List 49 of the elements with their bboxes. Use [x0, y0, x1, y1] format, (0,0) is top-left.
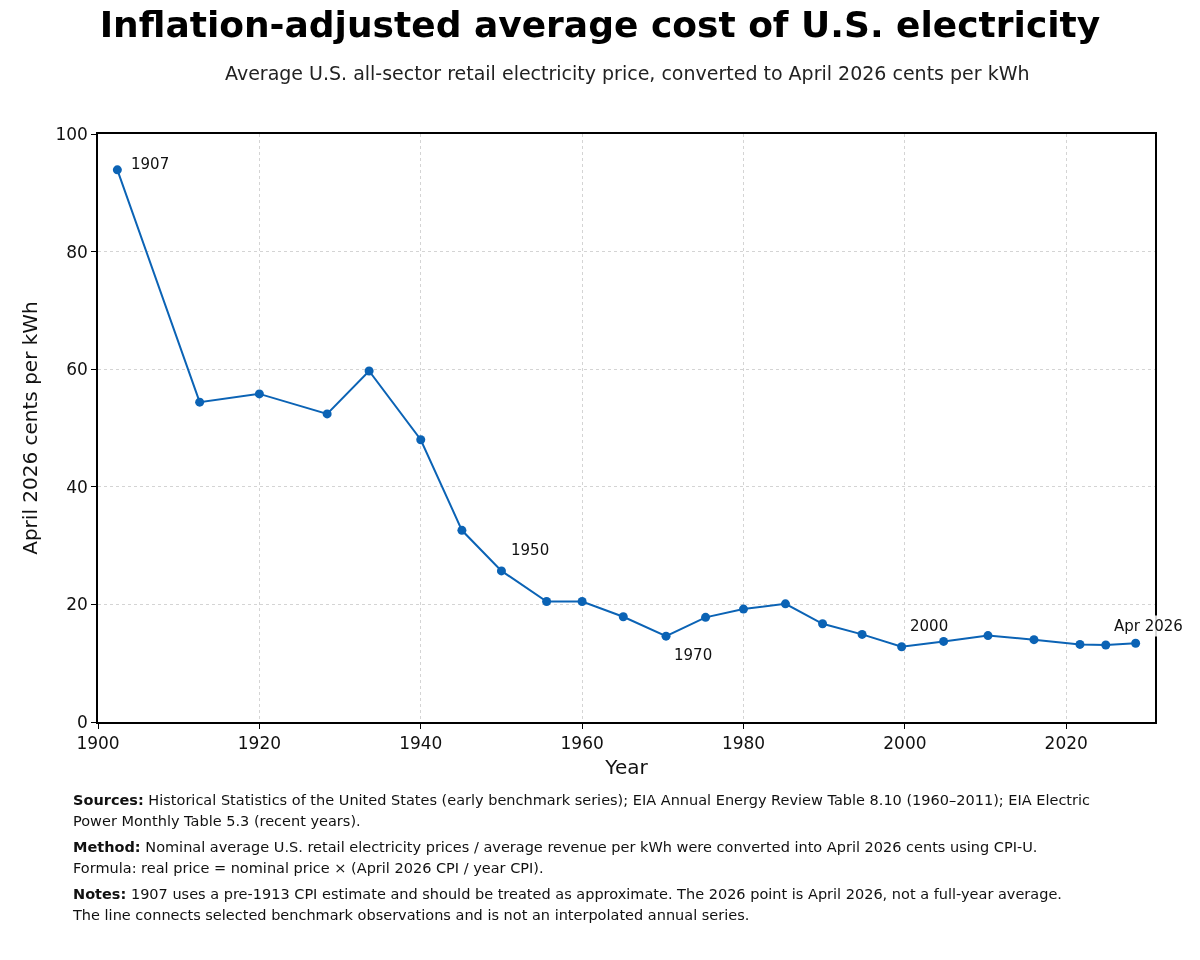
y-tick-label: 40: [66, 476, 88, 497]
text: Notes: 1907 uses a pre-1913 CPI estimate and should be treated as approximate. The 2026 point is April 2026, not a full-year average. The line connects selected benchmark observations and is not an interpolated annual series.: [73, 886, 1062, 923]
point: [364, 366, 374, 376]
point: [322, 409, 332, 419]
x-axis-title: Year: [604, 755, 649, 780]
x-tick-label: 2020: [1044, 733, 1088, 754]
source-note: Sources: Historical Statistics of the United States (early benchmark series); EIA Annual Energy Review Table 8.10 (1960–2011); EIA Electric Power Monthly Table 5.3 (recent years).: [73, 792, 1091, 829]
annotation: Apr 2026: [1114, 617, 1183, 635]
annotation: 1907: [131, 155, 170, 173]
point: [577, 596, 587, 606]
x-tick-label: 2000: [883, 733, 927, 754]
annotation: 2000: [910, 617, 949, 635]
x-tick-label: 1900: [76, 733, 120, 754]
chart-subtitle: Average U.S. all-sector retail electricity price, converted to April 2026 cents per kWh: [225, 62, 1030, 84]
point: [1101, 640, 1111, 650]
point: [618, 612, 628, 622]
point: [818, 619, 828, 629]
y-tick-label: 100: [55, 123, 88, 144]
point: [939, 636, 949, 646]
point: [857, 629, 867, 639]
point: [897, 642, 907, 652]
y-tick-label: 0: [77, 711, 88, 732]
point: [983, 631, 993, 641]
x-tick-label: 1960: [560, 733, 604, 754]
x-tick-label: 1920: [237, 733, 281, 754]
y-tick-label: 60: [66, 359, 88, 380]
y-tick-label: 20: [66, 594, 88, 615]
point: [457, 525, 467, 535]
point: [1075, 639, 1085, 649]
text: Method: Nominal average U.S. retail electricity prices / average revenue per kWh were converted into April 2026 cents using CPI-U. Formula: real price = nominal price × (April 2026 CPI / year CPI).: [73, 839, 1038, 876]
annotation: 1970: [674, 646, 713, 664]
point: [1131, 638, 1141, 648]
point: [739, 604, 748, 614]
point: [1029, 635, 1039, 645]
x-tick-label: 1940: [399, 733, 443, 754]
point: [542, 596, 552, 606]
point: [496, 566, 506, 576]
y-axis-title: April 2026 cents per kWh: [18, 301, 43, 555]
point: [416, 435, 426, 445]
point: [780, 599, 790, 609]
point: [661, 631, 671, 641]
y-tick-label: 80: [66, 241, 88, 262]
point: [195, 397, 205, 407]
annotation: 1950: [511, 541, 550, 559]
point: [112, 165, 122, 175]
chart-title: Inflation-adjusted average cost of U.S. electricity: [99, 4, 1101, 46]
x-tick-label: 1980: [721, 733, 766, 754]
point: [701, 612, 711, 622]
point: [254, 389, 264, 399]
